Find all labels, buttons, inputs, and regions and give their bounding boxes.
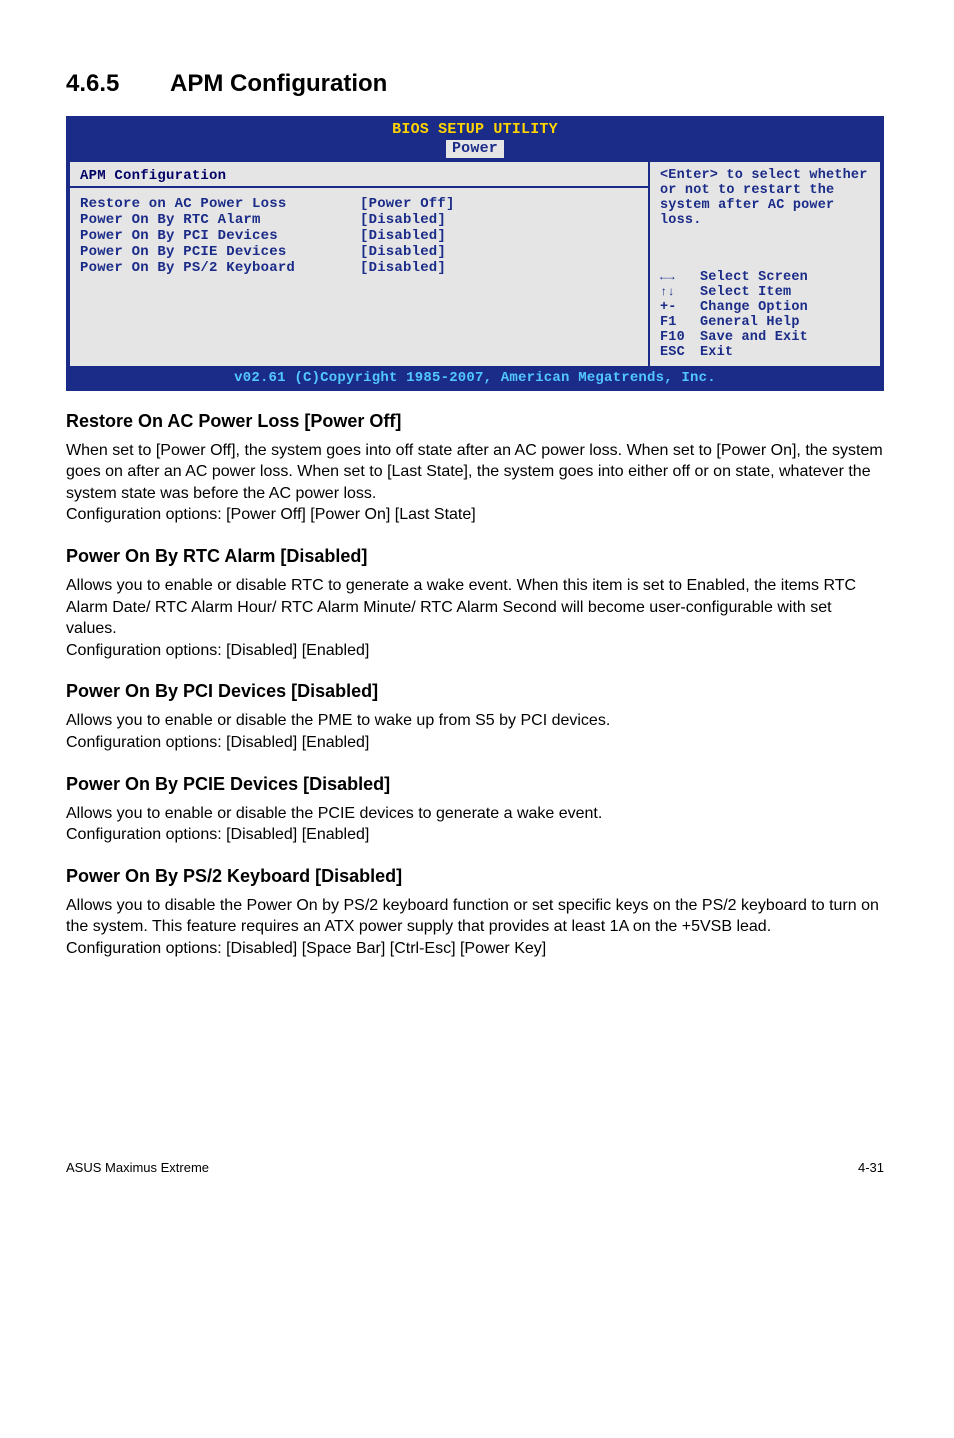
bios-nav-key: F10 xyxy=(660,330,700,345)
subsection-body: Allows you to enable or disable the PME … xyxy=(66,710,884,753)
subsection-body: When set to [Power Off], the system goes… xyxy=(66,440,884,526)
page-heading: 4.6.5APM Configuration xyxy=(66,70,884,98)
bios-option-name: Power On By PCIE Devices xyxy=(80,244,360,260)
bios-option-row: Power On By PCIE Devices[Disabled] xyxy=(80,244,638,260)
bios-nav-key: +- xyxy=(660,300,700,315)
bios-footer: v02.61 (C)Copyright 1985-2007, American … xyxy=(68,368,882,389)
subsection-title: Power On By PCIE Devices [Disabled] xyxy=(66,774,884,795)
bios-titlebar: BIOS SETUP UTILITY Power xyxy=(68,118,882,160)
bios-option-value: [Disabled] xyxy=(360,212,446,228)
subsection-body: Allows you to disable the Power On by PS… xyxy=(66,895,884,960)
bios-option-row: Power On By PS/2 Keyboard[Disabled] xyxy=(80,260,638,276)
bios-nav-label: General Help xyxy=(700,315,800,330)
bios-option-value: [Disabled] xyxy=(360,244,446,260)
bios-nav-label: Change Option xyxy=(700,300,808,315)
subsection-title: Power On By PS/2 Keyboard [Disabled] xyxy=(66,866,884,887)
bios-option-name: Power On By PCI Devices xyxy=(80,228,360,244)
bios-option-name: Power On By RTC Alarm xyxy=(80,212,360,228)
bios-option-value: [Disabled] xyxy=(360,260,446,276)
footer-left: ASUS Maximus Extreme xyxy=(66,1160,209,1175)
bios-option-row: Restore on AC Power Loss[Power Off] xyxy=(80,196,638,212)
bios-nav-help: ←→Select Screen ↑↓Select Item +-Change O… xyxy=(660,270,870,360)
subsection-body: Allows you to enable or disable the PCIE… xyxy=(66,803,884,846)
subsection-title: Power On By RTC Alarm [Disabled] xyxy=(66,546,884,567)
arrows-horizontal-icon: ←→ xyxy=(660,270,700,285)
bios-right-panel: <Enter> to select whether or not to rest… xyxy=(650,160,882,368)
bios-tab-power: Power xyxy=(446,140,504,157)
arrows-vertical-icon: ↑↓ xyxy=(660,285,700,300)
subsection-title: Power On By PCI Devices [Disabled] xyxy=(66,681,884,702)
section-title: APM Configuration xyxy=(170,70,387,97)
bios-option-value: [Power Off] xyxy=(360,196,455,212)
bios-help-text: <Enter> to select whether or not to rest… xyxy=(660,168,870,228)
bios-nav-label: Exit xyxy=(700,345,733,360)
bios-option-row: Power On By PCI Devices[Disabled] xyxy=(80,228,638,244)
bios-nav-label: Save and Exit xyxy=(700,330,808,345)
bios-option-name: Power On By PS/2 Keyboard xyxy=(80,260,360,276)
bios-title: BIOS SETUP UTILITY xyxy=(68,121,882,138)
page-footer: ASUS Maximus Extreme 4-31 xyxy=(66,1160,884,1175)
footer-right: 4-31 xyxy=(858,1160,884,1175)
bios-option-value: [Disabled] xyxy=(360,228,446,244)
bios-option-row: Power On By RTC Alarm[Disabled] xyxy=(80,212,638,228)
section-number: 4.6.5 xyxy=(66,70,170,98)
bios-nav-label: Select Screen xyxy=(700,270,808,285)
bios-screenshot: BIOS SETUP UTILITY Power APM Configurati… xyxy=(66,116,884,391)
bios-divider xyxy=(70,186,648,188)
bios-section-title: APM Configuration xyxy=(80,168,638,184)
bios-nav-key: F1 xyxy=(660,315,700,330)
subsection-title: Restore On AC Power Loss [Power Off] xyxy=(66,411,884,432)
bios-left-panel: APM Configuration Restore on AC Power Lo… xyxy=(68,160,650,368)
bios-nav-label: Select Item xyxy=(700,285,791,300)
bios-option-name: Restore on AC Power Loss xyxy=(80,196,360,212)
bios-nav-key: ESC xyxy=(660,345,700,360)
subsection-body: Allows you to enable or disable RTC to g… xyxy=(66,575,884,661)
